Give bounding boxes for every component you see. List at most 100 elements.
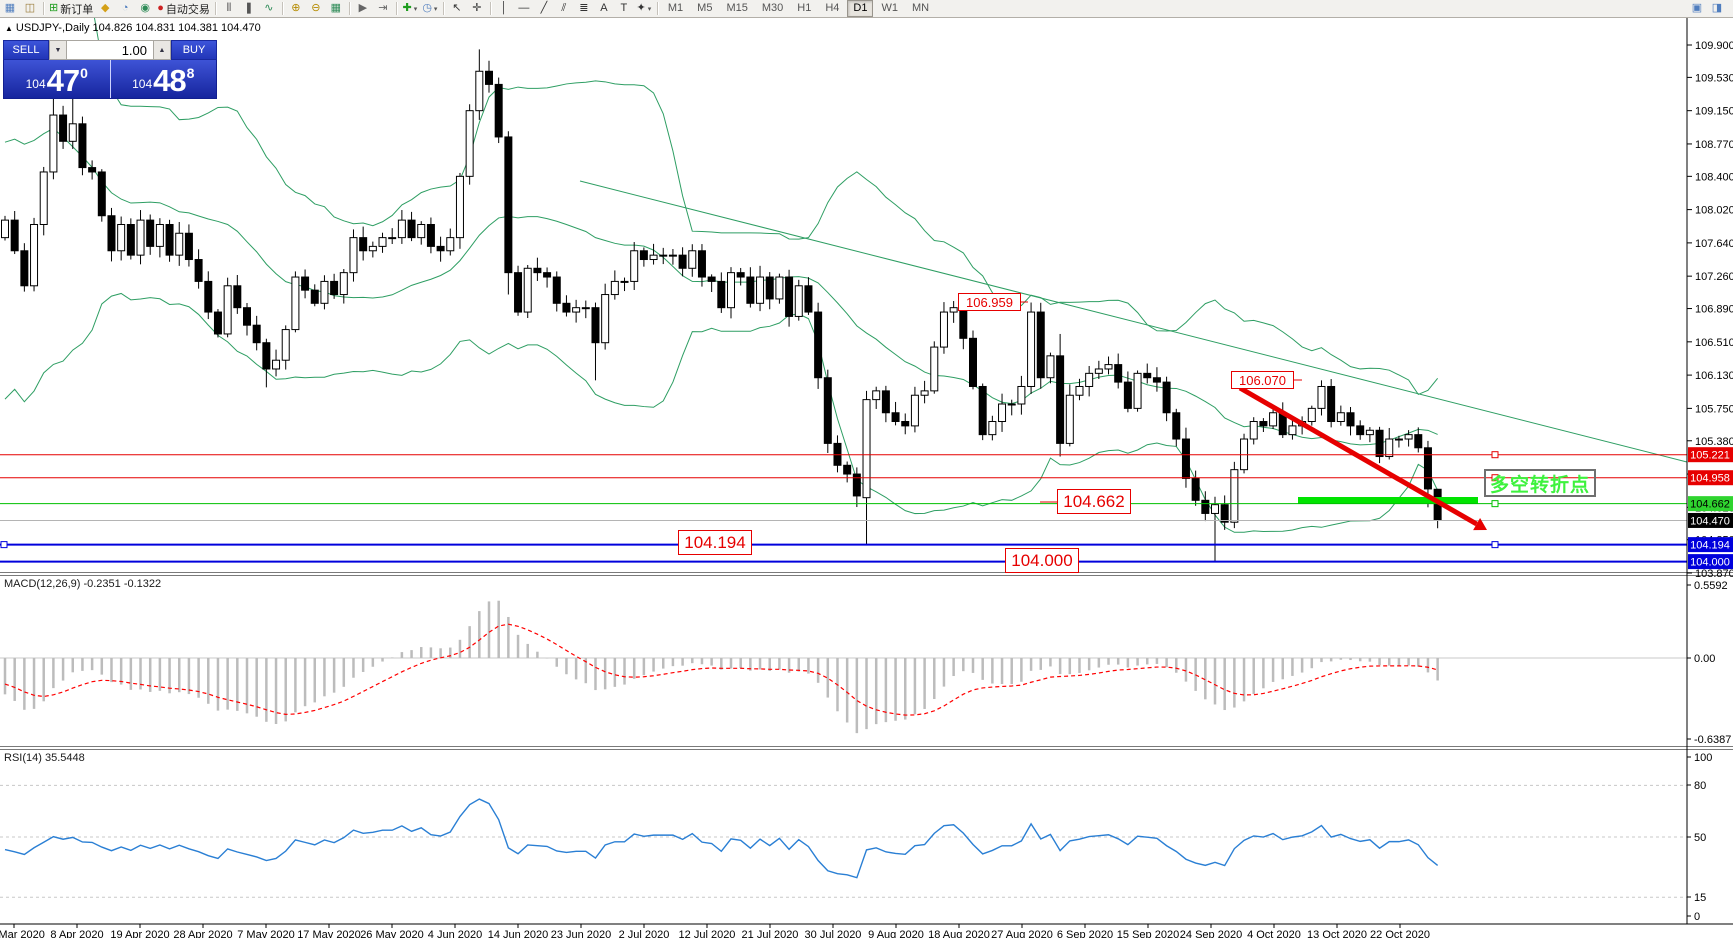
bollinger-upper-band xyxy=(93,18,1439,396)
date-label: 15 Sep 2020 xyxy=(1117,929,1179,938)
timeframe-W1[interactable]: W1 xyxy=(881,2,898,14)
signals-icon[interactable]: ◉ xyxy=(135,1,155,16)
timeframe-M15[interactable]: M15 xyxy=(726,2,748,14)
candle-body xyxy=(1036,311,1045,379)
new-order-button[interactable]: ⊞ 新订单 xyxy=(47,1,95,16)
candle-body xyxy=(455,175,464,239)
chart-shift-icon[interactable]: ⇥ xyxy=(373,1,393,16)
candle-body xyxy=(523,267,532,313)
bar-chart-mode-icon[interactable]: ⫴ xyxy=(219,1,239,16)
date-label: 4 Jun 2020 xyxy=(428,929,482,938)
text-label-icon[interactable]: T xyxy=(614,1,634,16)
tile-windows-icon[interactable]: ▦ xyxy=(326,1,346,16)
volume-down-button[interactable]: ▼ xyxy=(49,40,67,60)
indicators-icon[interactable]: ✚ ▾ xyxy=(400,1,420,16)
candle-body xyxy=(1143,372,1152,379)
vertical-line-icon[interactable]: │ xyxy=(494,1,514,16)
equidistant-channel-icon[interactable]: ⫽ xyxy=(554,1,574,16)
timeframe-M5[interactable]: M5 xyxy=(697,2,713,14)
timeframe-M30[interactable]: M30 xyxy=(761,2,784,14)
callout-106070[interactable]: 106.070 xyxy=(1231,371,1294,389)
green-highlight-bar[interactable] xyxy=(1298,497,1478,504)
candle-body xyxy=(707,276,716,282)
line-drag-handle[interactable] xyxy=(0,541,8,549)
candle-body xyxy=(794,285,803,317)
fibonacci-icon[interactable]: ≣ xyxy=(574,1,594,16)
candle-body xyxy=(978,385,987,436)
callout-104662[interactable]: 104.662 xyxy=(1057,489,1131,514)
one-click-settings-icon[interactable]: ◨ xyxy=(1711,2,1723,14)
candle-body xyxy=(1152,377,1161,383)
sell-price[interactable]: 104 47 0 xyxy=(4,60,111,98)
pane-separator[interactable] xyxy=(0,749,1733,750)
candle-body xyxy=(339,272,348,296)
candle-body xyxy=(1346,412,1355,427)
candle-body xyxy=(330,280,339,296)
candle-body xyxy=(533,267,542,274)
pane-separator[interactable] xyxy=(0,746,1733,747)
candle-body xyxy=(397,219,406,239)
data-window-icon[interactable]: ▣ xyxy=(1691,2,1703,14)
candle-body xyxy=(272,359,281,370)
zoom-in-icon: ⊕ xyxy=(291,2,301,14)
candle-body xyxy=(465,110,474,177)
buy-button[interactable]: BUY xyxy=(171,40,217,60)
price-label-text: 105.221 xyxy=(1690,450,1730,462)
line-drag-handle[interactable] xyxy=(1491,474,1499,482)
callout-106959[interactable]: 106.959 xyxy=(958,293,1021,311)
red-trend-arrow[interactable] xyxy=(1238,385,1478,527)
candle-body xyxy=(1123,381,1132,409)
market-watch-icon[interactable]: ◔ xyxy=(115,1,135,16)
candle-body xyxy=(485,70,493,85)
cursor-icon[interactable]: ↖ xyxy=(447,1,467,16)
arrows-tool-icon[interactable]: ✦ ▾ xyxy=(634,1,654,16)
chart-shift-icon: ⇥ xyxy=(378,2,388,14)
buy-price-big: 48 xyxy=(153,63,186,98)
line-drag-handle[interactable] xyxy=(1491,541,1499,549)
buy-price[interactable]: 104 48 8 xyxy=(111,60,217,98)
callout-104194[interactable]: 104.194 xyxy=(678,530,752,555)
line-drag-handle[interactable] xyxy=(1491,451,1499,459)
candle-body xyxy=(998,403,1007,423)
chart-profiles-icon[interactable]: ◫ xyxy=(20,1,40,16)
timeframe-D1[interactable]: D1 xyxy=(847,0,874,17)
pane-separator[interactable] xyxy=(0,572,1733,573)
trendline-tool-icon[interactable]: ╱ xyxy=(534,1,554,16)
equidistant-channel-icon: ⫽ xyxy=(561,2,567,14)
descending-trendline[interactable] xyxy=(579,180,1687,463)
candle-body xyxy=(1365,429,1374,436)
timeframe-H1[interactable]: H1 xyxy=(797,2,812,14)
zoom-in-icon[interactable]: ⊕ xyxy=(286,1,306,16)
note-text-box[interactable]: 多空转折点 xyxy=(1484,469,1596,497)
pane-separator[interactable] xyxy=(0,575,1733,576)
volume-input[interactable]: 1.00 xyxy=(67,40,153,60)
text-tool-icon[interactable]: A xyxy=(594,1,614,16)
candle-body xyxy=(959,307,968,339)
candle-body xyxy=(688,250,697,269)
crosshair-icon[interactable]: ✛ xyxy=(467,1,487,16)
auto-scroll-icon[interactable]: ▶ xyxy=(353,1,373,16)
volume-up-button[interactable]: ▲ xyxy=(153,40,171,60)
periods-icon[interactable]: ◷ ▾ xyxy=(420,1,440,16)
horizontal-line-icon[interactable]: — xyxy=(514,1,534,16)
candlestick-mode-icon[interactable]: ❚ xyxy=(239,1,259,16)
vertical-line-icon: │ xyxy=(500,2,508,14)
sell-button[interactable]: SELL xyxy=(3,40,49,60)
candle-body xyxy=(252,324,261,344)
line-drag-handle[interactable] xyxy=(1491,500,1499,508)
zoom-out-icon[interactable]: ⊖ xyxy=(306,1,326,16)
chart-style-icon[interactable]: ◆ xyxy=(95,1,115,16)
timeframe-MN[interactable]: MN xyxy=(911,2,930,14)
timeframe-M1[interactable]: M1 xyxy=(667,2,684,14)
callout-104000[interactable]: 104.000 xyxy=(1005,548,1079,573)
new-chart-icon[interactable]: ▦ xyxy=(0,1,20,16)
timeframe-H4[interactable]: H4 xyxy=(825,2,840,14)
candle-body xyxy=(1201,499,1210,514)
candle-body xyxy=(301,276,310,291)
candle-body xyxy=(785,276,794,317)
line-chart-mode-icon[interactable]: ∿ xyxy=(259,1,279,16)
price-label-box xyxy=(1688,447,1733,463)
auto-trading-button[interactable]: ● 自动交易 xyxy=(155,1,212,16)
axis-tick-label: 108.770 xyxy=(1695,139,1733,151)
